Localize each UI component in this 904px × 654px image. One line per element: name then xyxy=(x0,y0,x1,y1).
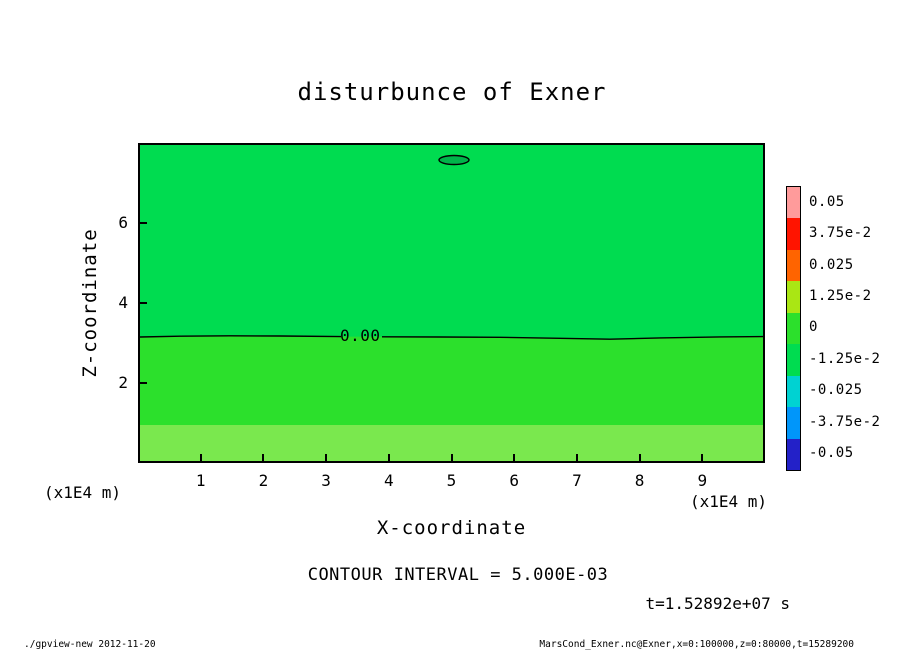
x-tick-label-9: 9 xyxy=(697,471,708,490)
time-label: t=1.52892e+07 s xyxy=(645,594,791,613)
zero-contour-line-left xyxy=(140,335,342,338)
colorbar-label-7: -3.75e-2 xyxy=(809,413,881,430)
x-tick-mark-2 xyxy=(262,454,265,461)
x-tick-label-6: 6 xyxy=(509,471,520,490)
x-tick-mark-5 xyxy=(450,454,453,461)
closed-contour xyxy=(438,154,470,166)
footer-command-text: ./gpview-new 2012-11-20 xyxy=(24,639,156,650)
colorbar-cell-5 xyxy=(787,344,800,376)
x-tick-mark-8 xyxy=(638,454,641,461)
z-tick-mark-6 xyxy=(140,222,147,224)
x-tick-mark-4 xyxy=(387,454,390,461)
z-tick-label-6: 6 xyxy=(118,213,128,232)
colorbar-cell-6 xyxy=(787,375,800,408)
plot-title: disturbunce of Exner xyxy=(297,78,607,106)
contour-interval-text: CONTOUR INTERVAL = 5.000E-03 xyxy=(307,565,609,585)
colorbar-label-5: -1.25e-2 xyxy=(809,350,881,367)
colorbar-label-0: 0.05 xyxy=(809,193,845,210)
x-tick-label-8: 8 xyxy=(634,471,645,490)
colorbar-cell-3 xyxy=(787,281,800,313)
contour-plot-canvas xyxy=(140,145,763,461)
colorbar-label-8: -0.05 xyxy=(809,445,854,462)
x-tick-mark-6 xyxy=(513,454,516,461)
z-tick-label-4: 4 xyxy=(118,293,128,312)
x-tick-mark-9 xyxy=(701,454,704,461)
z-tick-mark-2 xyxy=(140,382,147,384)
colorbar-cell-1 xyxy=(787,218,800,250)
z-tick-label-2: 2 xyxy=(118,373,128,392)
footer-source-text: MarsCond_Exner.nc@Exner,x=0:100000,z=0:8… xyxy=(539,639,854,650)
x-tick-label-3: 3 xyxy=(321,471,331,490)
colorbar-labels: 0.05 3.75e-2 0.025 1.25e-2 0 -1.25e-2 -0.025 -3… xyxy=(809,186,880,471)
x-tick-label-2: 2 xyxy=(258,471,269,490)
x-tick-label-1: 1 xyxy=(195,471,206,490)
colorbar-cell-8 xyxy=(787,438,800,470)
x-tick-label-4: 4 xyxy=(383,471,394,490)
z-axis-unit: (x1E4 m) xyxy=(44,483,122,502)
plot-area xyxy=(138,143,765,463)
colorbar-cell-0 xyxy=(787,187,800,219)
x-tick-mark-1 xyxy=(199,454,202,461)
x-axis-label: X-coordinate xyxy=(376,517,527,539)
z-tick-mark-4 xyxy=(140,302,147,304)
colorbar-cell-2 xyxy=(787,249,800,282)
colorbar-label-4: 0 xyxy=(809,319,818,336)
colorbar-cell-4 xyxy=(787,312,800,345)
colorbar-cells xyxy=(786,186,801,471)
zero-contour-label: 0.00 xyxy=(340,326,381,345)
x-tick-label-5: 5 xyxy=(446,471,457,490)
colorbar-label-6: -0.025 xyxy=(809,382,863,399)
colorbar-label-2: 0.025 xyxy=(809,256,854,273)
x-axis-unit: (x1E4 m) xyxy=(690,492,768,511)
colorbar-label-3: 1.25e-2 xyxy=(809,288,872,305)
zero-contour-line-right xyxy=(381,335,763,340)
colorbar: 0.05 3.75e-2 0.025 1.25e-2 0 -1.25e-2 -0.025 -3… xyxy=(786,186,880,471)
colorbar-cell-7 xyxy=(787,407,800,439)
x-tick-mark-7 xyxy=(575,454,578,461)
x-tick-label-7: 7 xyxy=(572,471,582,490)
colorbar-label-1: 3.75e-2 xyxy=(809,225,872,242)
x-tick-mark-3 xyxy=(325,454,328,461)
